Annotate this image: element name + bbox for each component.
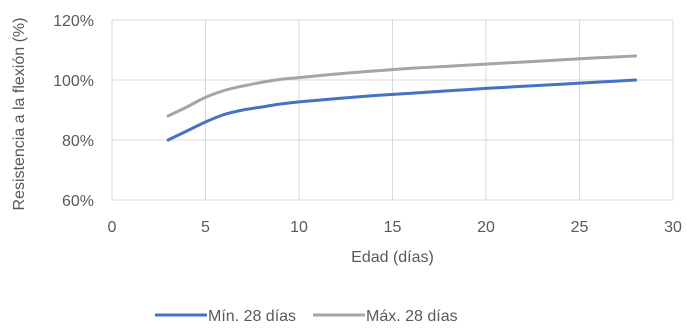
x-tick-label: 30 bbox=[664, 219, 682, 236]
x-tick-label: 15 bbox=[384, 219, 402, 236]
legend-label-1: Mín. 28 días bbox=[208, 308, 296, 325]
y-tick-label: 80% bbox=[62, 133, 94, 150]
legend-label-2: Máx. 28 días bbox=[366, 308, 458, 325]
series-line-1 bbox=[166, 78, 638, 142]
x-tick-label: 10 bbox=[290, 219, 308, 236]
series-layer bbox=[166, 54, 638, 142]
y-tick-labels: 60% 80% 100% 120% bbox=[53, 13, 94, 210]
grid bbox=[111, 19, 674, 201]
x-tick-label: 0 bbox=[108, 219, 117, 236]
y-axis-title: Resistencia a la flexión (%) bbox=[11, 18, 28, 211]
x-tick-label: 5 bbox=[201, 219, 210, 236]
legend: Mín. 28 días Máx. 28 días bbox=[155, 308, 458, 325]
y-tick-label: 120% bbox=[53, 13, 94, 30]
y-tick-label: 60% bbox=[62, 193, 94, 210]
x-tick-labels: 0 5 10 15 20 25 30 bbox=[108, 219, 682, 236]
series-line-2 bbox=[166, 54, 638, 118]
x-axis-title: Edad (días) bbox=[351, 249, 434, 266]
x-tick-label: 20 bbox=[477, 219, 495, 236]
x-tick-label: 25 bbox=[571, 219, 589, 236]
y-tick-label: 100% bbox=[53, 73, 94, 90]
